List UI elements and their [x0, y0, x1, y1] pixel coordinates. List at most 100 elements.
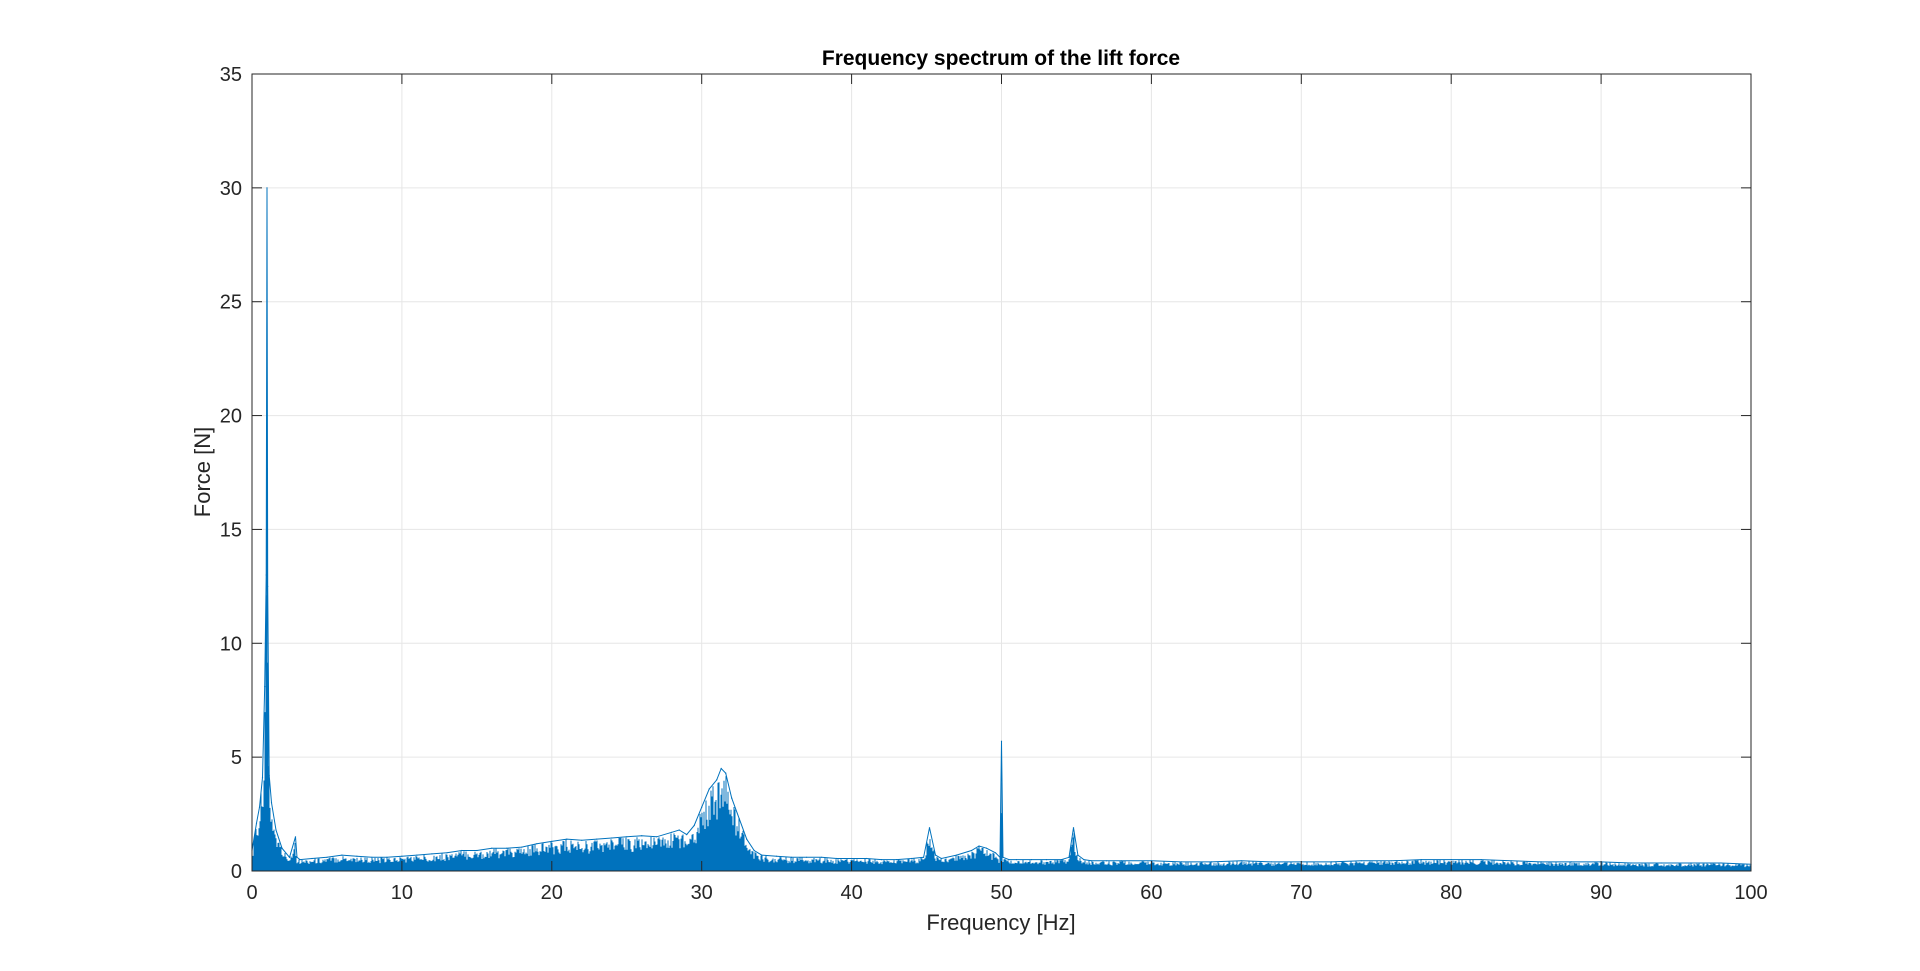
data-point: [985, 847, 988, 849]
x-tick-label: 40: [840, 882, 862, 904]
data-point: [1000, 740, 1003, 742]
data-point: [656, 836, 658, 838]
data-point: [978, 845, 980, 847]
data-point: [255, 822, 258, 824]
data-point: [934, 854, 937, 856]
y-tick-label: 30: [220, 178, 242, 200]
data-point: [1210, 861, 1212, 863]
data-point: [341, 854, 343, 856]
data-point: [738, 818, 740, 820]
data-point: [725, 772, 727, 774]
series-layer: [251, 187, 1752, 871]
data-point: [264, 686, 266, 688]
data-point: [708, 788, 710, 790]
data-point: [299, 859, 301, 861]
y-tick-label: 15: [220, 519, 242, 541]
x-tick-label: 20: [541, 882, 563, 904]
y-tick-label: 5: [231, 747, 242, 769]
data-point: [1008, 859, 1010, 861]
data-point: [1180, 861, 1182, 863]
data-point: [1068, 856, 1070, 858]
data-point: [461, 849, 463, 852]
data-point: [1077, 854, 1079, 856]
data-point: [356, 855, 358, 857]
x-tick-label: 30: [691, 882, 713, 904]
data-point: [1660, 862, 1662, 864]
data-point: [268, 774, 270, 777]
data-point: [275, 829, 277, 831]
x-tick-label: 0: [246, 882, 257, 904]
data-point: [386, 856, 388, 858]
data-point: [491, 847, 493, 849]
data-point: [536, 843, 538, 845]
data-point: [1720, 862, 1722, 864]
data-point: [258, 806, 261, 808]
data-point: [806, 856, 808, 858]
data-point: [746, 838, 748, 840]
data-point: [970, 849, 973, 852]
data-point: [881, 859, 883, 861]
data-point: [928, 827, 931, 829]
data-point: [686, 834, 688, 836]
y-tick-label: 20: [220, 406, 242, 428]
grid-lines: [252, 74, 1751, 871]
data-point: [270, 802, 273, 804]
data-point: [431, 853, 433, 855]
data-point: [1240, 860, 1242, 862]
data-point: [1330, 861, 1332, 863]
x-tick-label: 90: [1590, 882, 1612, 904]
x-tick-label: 60: [1140, 882, 1162, 904]
data-point: [1072, 827, 1075, 829]
y-tick-label: 0: [231, 861, 242, 883]
data-point: [288, 856, 291, 858]
data-point: [476, 849, 478, 852]
data-point: [1420, 859, 1422, 861]
y-tick-label: 35: [220, 64, 242, 86]
data-point: [1450, 859, 1452, 861]
data-point: [265, 574, 267, 576]
data-point: [1570, 861, 1572, 863]
x-tick-label: 100: [1734, 882, 1767, 904]
y-tick-label: 25: [220, 292, 242, 314]
data-point: [371, 856, 373, 858]
data-point: [955, 854, 958, 856]
data-point: [551, 840, 553, 843]
data-point: [994, 852, 997, 854]
data-point: [923, 856, 925, 858]
data-point: [611, 837, 613, 839]
data-point: [1630, 862, 1632, 864]
data-point: [753, 849, 755, 852]
data-point: [261, 777, 264, 779]
data-point: [1090, 860, 1092, 862]
data-point: [581, 839, 583, 841]
data-point: [266, 187, 268, 189]
data-point: [267, 585, 269, 588]
data-point: [626, 836, 628, 838]
data-point: [866, 857, 868, 860]
data-point: [1540, 861, 1542, 863]
x-tick-label: 70: [1290, 882, 1312, 904]
data-point: [401, 855, 403, 857]
data-point: [999, 856, 1001, 858]
data-point: [791, 856, 793, 858]
data-point: [1030, 859, 1033, 861]
data-point: [731, 797, 733, 799]
data-point: [693, 824, 695, 827]
data-point: [1390, 860, 1392, 862]
data-point: [1015, 859, 1018, 861]
data-point: [1120, 860, 1122, 862]
data-point: [281, 847, 283, 849]
data-point: [521, 846, 523, 848]
axis-ticks: 0 10 20 30 40 50 60 70 80 90 100 0 5 10 15 20 25 30 35: [220, 64, 1768, 904]
data-point: [311, 857, 313, 860]
data-point: [1360, 860, 1362, 862]
data-point: [1002, 856, 1004, 858]
data-point: [1060, 859, 1063, 861]
data-point: [716, 779, 718, 781]
data-point: [896, 859, 898, 861]
data-point: [1510, 860, 1512, 862]
data-point: [294, 836, 297, 838]
data-point: [1690, 862, 1692, 864]
data-point: [1045, 859, 1048, 861]
